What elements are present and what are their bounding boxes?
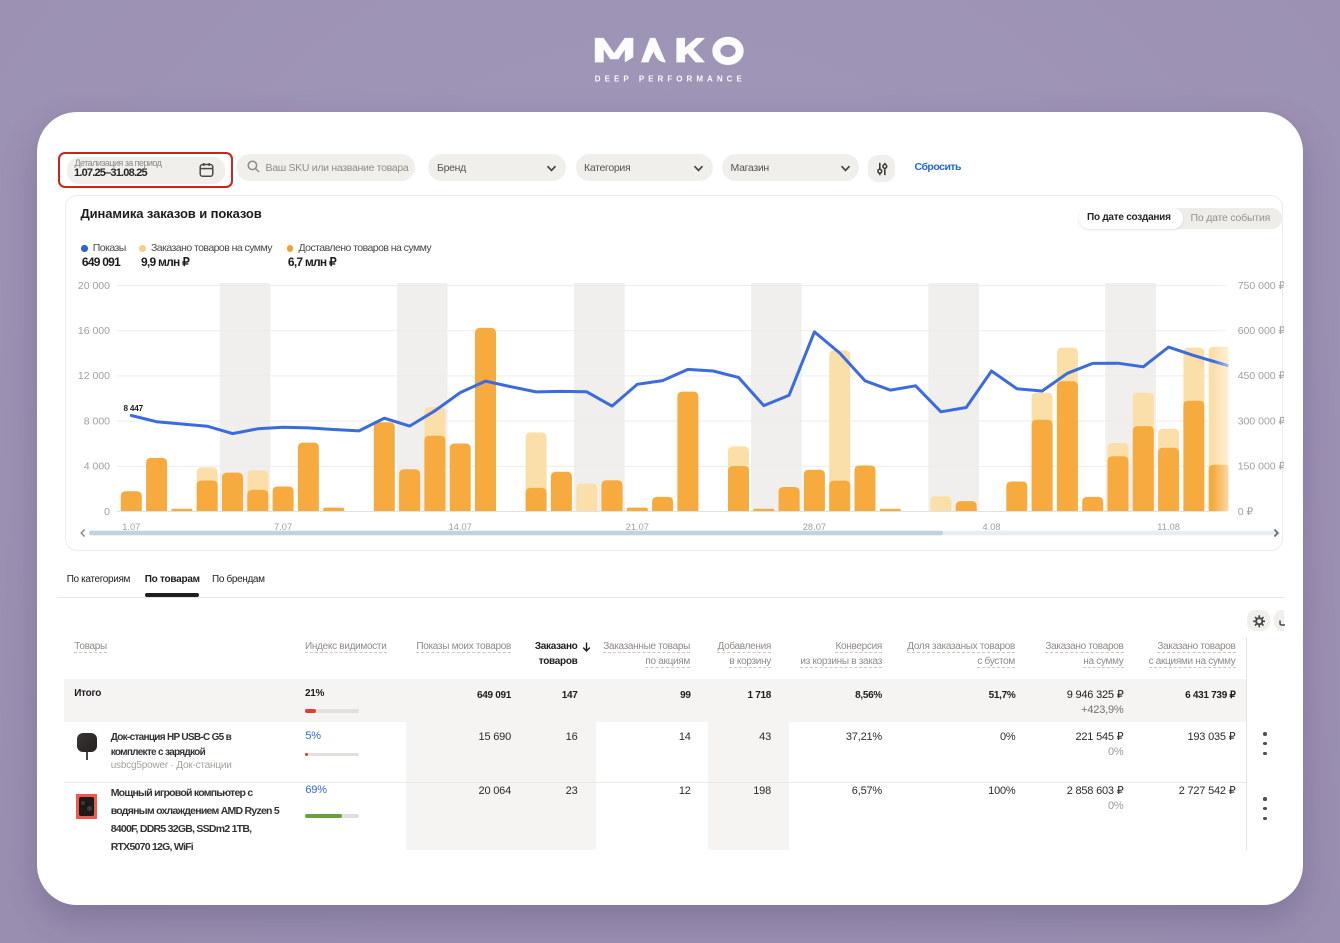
svg-text:1.07: 1.07 bbox=[122, 522, 140, 532]
svg-text:300 000 ₽: 300 000 ₽ bbox=[1238, 415, 1284, 427]
svg-text:0 ₽: 0 ₽ bbox=[1238, 506, 1254, 518]
svg-text:150 000 ₽: 150 000 ₽ bbox=[1238, 461, 1284, 473]
svg-text:8 447: 8 447 bbox=[124, 404, 144, 413]
svg-text:8 000: 8 000 bbox=[84, 415, 110, 427]
svg-text:12 000: 12 000 bbox=[78, 370, 110, 382]
svg-text:16 000: 16 000 bbox=[78, 325, 110, 337]
svg-text:DEEP PERFORMANCE: DEEP PERFORMANCE bbox=[595, 75, 746, 84]
svg-text:600 000 ₽: 600 000 ₽ bbox=[1238, 325, 1284, 337]
svg-text:750 000 ₽: 750 000 ₽ bbox=[1238, 280, 1284, 292]
svg-text:450 000 ₽: 450 000 ₽ bbox=[1238, 370, 1284, 382]
svg-text:7.07: 7.07 bbox=[274, 522, 292, 532]
svg-text:14.07: 14.07 bbox=[449, 522, 472, 532]
svg-text:4.08: 4.08 bbox=[982, 522, 1000, 532]
svg-text:20 000: 20 000 bbox=[78, 280, 110, 292]
svg-text:11.08: 11.08 bbox=[1157, 522, 1180, 532]
svg-text:0: 0 bbox=[104, 506, 110, 518]
svg-text:28.07: 28.07 bbox=[803, 522, 826, 532]
svg-text:21.07: 21.07 bbox=[626, 522, 649, 532]
svg-text:4 000: 4 000 bbox=[84, 461, 110, 473]
